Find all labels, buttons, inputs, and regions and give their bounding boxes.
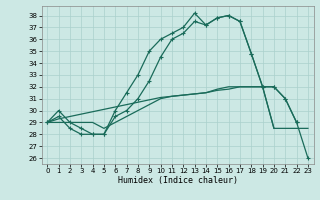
X-axis label: Humidex (Indice chaleur): Humidex (Indice chaleur) — [118, 176, 237, 185]
